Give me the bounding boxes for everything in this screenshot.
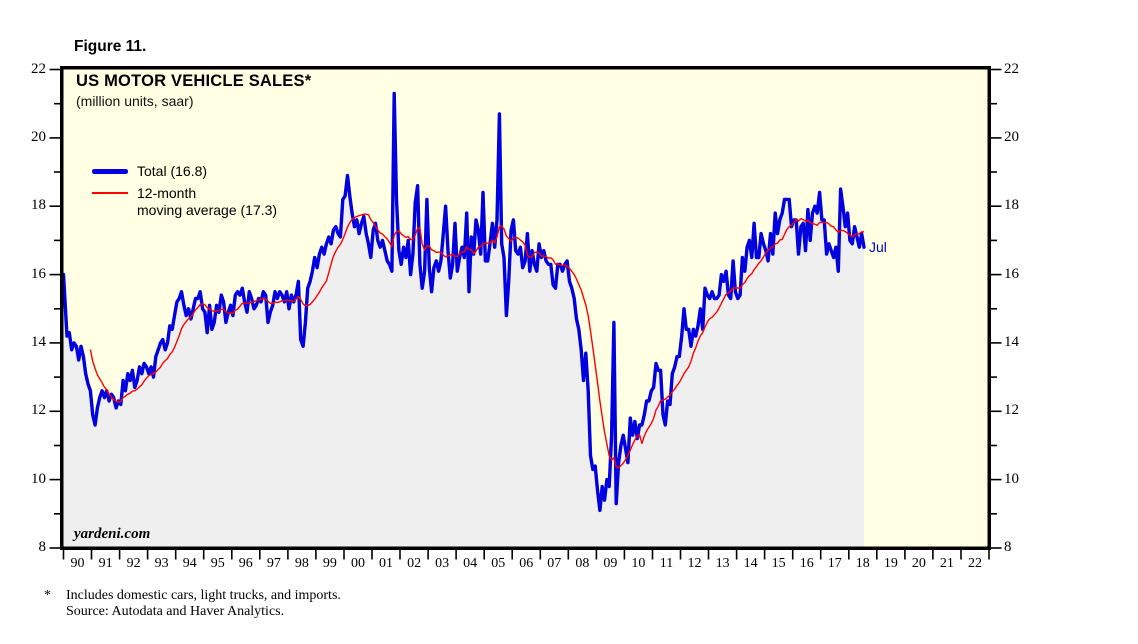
- x-axis-year-label: 08: [575, 556, 590, 571]
- legend-moving-average-line-swatch: [92, 192, 128, 194]
- y-axis-label-left: 8: [38, 539, 47, 555]
- x-axis-year-label: 04: [463, 556, 478, 571]
- y-axis-label-right: 16: [1004, 265, 1019, 282]
- x-axis-year-label: 18: [855, 556, 870, 571]
- legend-ma-label-line1: 12-month: [137, 185, 197, 201]
- x-axis-year-label: 90: [70, 556, 85, 571]
- x-axis-year-label: 99: [322, 556, 337, 571]
- x-axis-year-label: 01: [379, 556, 394, 571]
- x-axis-year-label: 14: [743, 556, 758, 571]
- x-axis-year-label: 15: [771, 556, 786, 571]
- x-axis-year-label: 13: [715, 556, 730, 571]
- last-point-month-label: Jul: [869, 239, 887, 255]
- x-axis-year-label: 93: [154, 556, 169, 571]
- y-axis-label-right: 20: [1004, 128, 1019, 145]
- figure-label: Figure 11.: [74, 38, 147, 55]
- watermark-yardeni: yardeni.com: [74, 526, 151, 542]
- y-axis-label-left: 14: [31, 333, 46, 350]
- x-axis-year-label: 16: [799, 556, 814, 571]
- y-axis-label-right: 18: [1004, 197, 1019, 214]
- plot-border: [60, 66, 991, 550]
- footnote: * Includes domestic cars, light trucks, a…: [44, 588, 341, 619]
- x-axis-year-label: 06: [519, 556, 534, 571]
- x-axis-year-label: 21: [939, 556, 954, 571]
- x-axis-year-label: 91: [98, 556, 113, 571]
- footnote-line1: Includes domestic cars, light trucks, an…: [66, 588, 341, 603]
- footnote-marker: *: [44, 588, 51, 603]
- x-axis-year-label: 00: [350, 556, 365, 571]
- chart-title: US MOTOR VEHICLE SALES*: [76, 72, 312, 90]
- y-axis-label-right: 14: [1004, 333, 1019, 350]
- y-axis-label-left: 10: [31, 470, 46, 487]
- legend-moving-average-label: 12-month moving average (17.3): [137, 185, 277, 218]
- x-axis-year-label: 94: [182, 556, 197, 571]
- x-axis-year-label: 10: [631, 556, 646, 571]
- x-axis-year-label: 22: [967, 556, 982, 571]
- axis-ticks: [49, 68, 1002, 560]
- x-axis-year-label: 97: [266, 556, 281, 571]
- y-axis-label-right: 8: [1004, 539, 1012, 555]
- x-axis-year-label: 11: [659, 556, 674, 571]
- x-axis-year-label: 96: [238, 556, 253, 571]
- chart-subtitle: (million units, saar): [76, 93, 194, 109]
- y-axis-label-right: 22: [1004, 60, 1019, 77]
- y-axis-label-left: 12: [31, 402, 46, 419]
- x-axis-year-label: 07: [547, 556, 562, 571]
- y-axis-label-left: 22: [31, 60, 46, 77]
- x-axis-year-label: 98: [294, 556, 309, 571]
- x-axis-year-label: 20: [911, 556, 926, 571]
- x-axis-year-label: 17: [827, 556, 842, 571]
- x-axis-year-label: 95: [210, 556, 225, 571]
- total-line: [61, 91, 866, 513]
- x-axis-year-label: 02: [407, 556, 422, 571]
- x-axis-year-label: 19: [883, 556, 898, 571]
- x-axis-year-label: 09: [603, 556, 618, 571]
- y-axis-label-right: 12: [1004, 402, 1019, 419]
- legend-total-label: Total (16.8): [137, 163, 208, 179]
- y-axis-label-left: 20: [31, 128, 46, 145]
- x-axis-year-label: 03: [435, 556, 450, 571]
- moving-average-line: [89, 213, 864, 469]
- legend-total-line-swatch: [92, 169, 128, 174]
- y-axis-label-right: 10: [1004, 470, 1019, 487]
- x-axis-year-label: 05: [491, 556, 506, 571]
- total-area-fill: [63, 93, 864, 549]
- footnote-line2: Source: Autodata and Haver Analytics.: [66, 603, 285, 619]
- x-axis-year-label: 12: [687, 556, 702, 571]
- legend-ma-label-line2: moving average (17.3): [137, 201, 278, 218]
- y-axis-label-left: 16: [31, 265, 46, 282]
- x-axis-year-label: 92: [126, 556, 141, 571]
- y-axis-label-left: 18: [31, 197, 46, 214]
